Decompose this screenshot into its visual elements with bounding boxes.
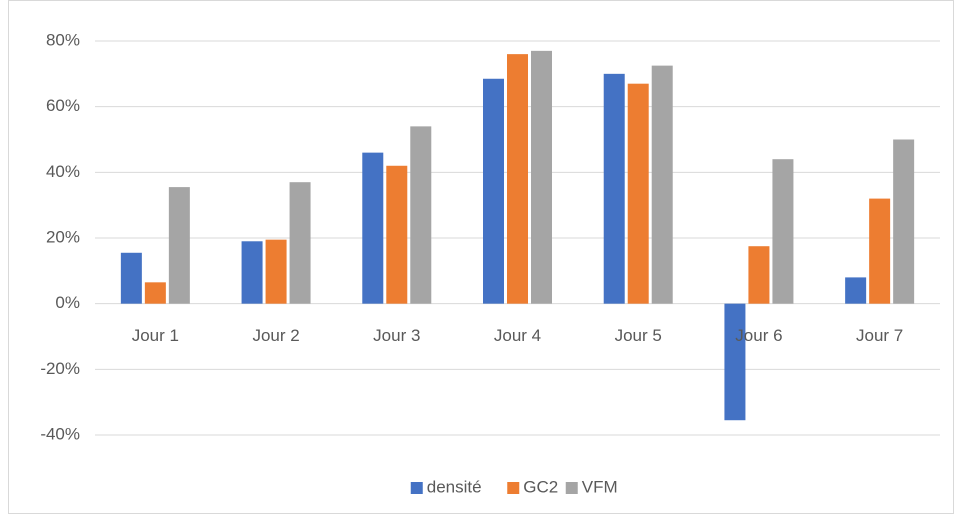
- bar: [603, 73, 625, 304]
- x-tick-label: Jour 4: [494, 326, 541, 345]
- y-tick-label: -20%: [40, 359, 80, 378]
- bar: [724, 303, 746, 421]
- chart-frame: [8, 0, 954, 514]
- bar: [531, 50, 552, 304]
- x-tick-label: Jour 3: [373, 326, 420, 345]
- legend-swatch: [507, 482, 520, 494]
- x-tick-label: Jour 7: [856, 326, 903, 345]
- bar: [627, 83, 649, 304]
- y-tick-label: 40%: [46, 162, 80, 181]
- bar: [144, 282, 166, 304]
- y-tick-label: 20%: [46, 227, 80, 246]
- bar: [265, 239, 287, 304]
- bar: [845, 277, 867, 304]
- bar: [651, 65, 673, 304]
- y-tick-label: 0%: [55, 293, 80, 312]
- bar: [241, 241, 263, 304]
- legend-label: GC2: [523, 477, 558, 496]
- x-tick-label: Jour 5: [615, 326, 662, 345]
- bar: [748, 246, 770, 304]
- legend-label: densité: [427, 477, 482, 496]
- bar: [893, 139, 915, 304]
- y-tick-label: 60%: [46, 96, 80, 115]
- legend-swatch: [410, 482, 423, 494]
- bar: [410, 126, 432, 304]
- bar: [120, 252, 142, 304]
- bar: [869, 198, 891, 304]
- legend-label: VFM: [582, 477, 618, 496]
- legend-swatch: [565, 482, 578, 494]
- x-tick-label: Jour 2: [252, 326, 299, 345]
- y-tick-label: 80%: [46, 30, 80, 49]
- bar: [483, 78, 504, 304]
- y-tick-label: -40%: [40, 424, 80, 443]
- bar: [507, 54, 528, 304]
- x-tick-label: Jour 6: [735, 326, 782, 345]
- bar: [772, 159, 794, 304]
- bar: [289, 182, 311, 304]
- bar: [362, 152, 384, 304]
- x-tick-label: Jour 1: [132, 326, 179, 345]
- bar: [168, 187, 190, 304]
- bar: [386, 165, 408, 304]
